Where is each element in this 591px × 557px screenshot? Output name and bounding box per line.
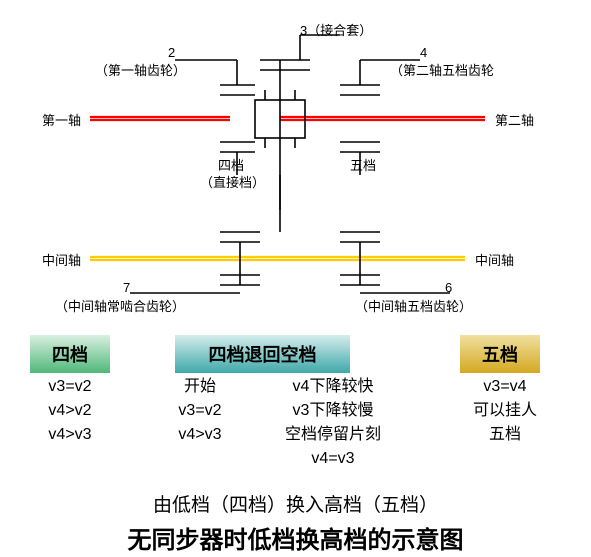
label-4-num: 4 — [420, 45, 427, 60]
summary-line: 由低档（四档）换入高档（五档） — [0, 490, 591, 517]
line: v4>v2 — [30, 399, 110, 423]
label-2-sub: （第一轴齿轮） — [95, 60, 186, 79]
label-gear4-sub: （直接档） — [200, 172, 265, 191]
line: v3=v2 — [150, 399, 250, 423]
box-mid-header: 四档退回空档 — [175, 335, 350, 373]
label-midshaft-left: 中间轴 — [42, 250, 81, 269]
line: v4>v3 — [30, 423, 110, 447]
label-midshaft-right: 中间轴 — [475, 250, 514, 269]
gearbox-diagram — [0, 0, 591, 330]
label-gear5: 五档 — [350, 155, 376, 174]
line: 开始 — [150, 375, 250, 399]
label-shaft1: 第一轴 — [42, 110, 81, 129]
label-7-num: 7 — [123, 280, 130, 295]
line: 五档 — [455, 423, 555, 447]
line: v3=v2 — [30, 375, 110, 399]
box-right-body: v3=v4 可以挂人 五档 — [455, 375, 555, 447]
box-left-header: 四档 — [30, 335, 110, 373]
label-shaft2: 第二轴 — [495, 110, 534, 129]
main-title: 无同步器时低档换高档的示意图 — [0, 520, 591, 555]
line: v3下降较慢 — [258, 399, 408, 423]
line: v4>v3 — [150, 423, 250, 447]
label-7-sub: （中间轴常啮合齿轮） — [55, 296, 185, 315]
label-2-num: 2 — [168, 45, 175, 60]
box-right-header: 五档 — [460, 335, 540, 373]
label-6-num: 6 — [445, 280, 452, 295]
box-mid-col1: 开始 v3=v2 v4>v3 — [150, 375, 250, 447]
line: 空档停留片刻 — [258, 423, 408, 447]
line: v4下降较快 — [258, 375, 408, 399]
label-6-sub: （中间轴五档齿轮） — [355, 296, 472, 315]
line: v3=v4 — [455, 375, 555, 399]
line: v4=v3 — [258, 447, 408, 471]
label-3: 3（接合套） — [300, 20, 372, 39]
line: 可以挂人 — [455, 399, 555, 423]
box-mid-col2: v4下降较快 v3下降较慢 空档停留片刻 v4=v3 — [258, 375, 408, 471]
label-4-sub: （第二轴五档齿轮 — [390, 60, 494, 79]
box-left-body: v3=v2 v4>v2 v4>v3 — [30, 375, 110, 447]
